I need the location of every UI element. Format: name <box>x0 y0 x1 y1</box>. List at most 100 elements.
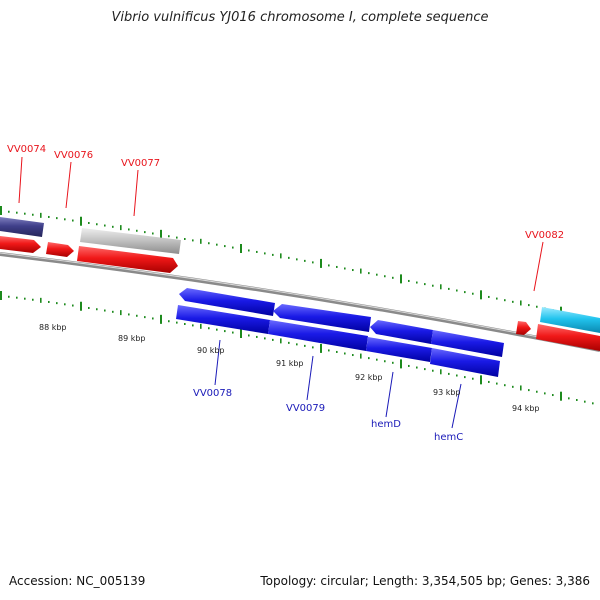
scale-tick-upper <box>520 300 522 306</box>
scale-tick-lower <box>144 316 146 319</box>
scale-tick-upper <box>104 224 106 227</box>
scale-tick-upper <box>448 287 450 290</box>
scale-tick-lower <box>376 358 378 361</box>
scale-tick-lower <box>200 323 202 329</box>
scale-tick-lower <box>72 304 74 307</box>
scale-tick-upper <box>360 268 362 274</box>
gene-feature-grey[interactable] <box>80 228 181 254</box>
scale-tick-upper <box>344 267 346 270</box>
scale-tick-lower <box>368 357 370 360</box>
scale-tick-upper <box>376 273 378 276</box>
gene-label-vv0077: VV0077 <box>121 158 160 169</box>
scale-tick-upper <box>504 299 506 302</box>
scale-tick-upper <box>456 289 458 292</box>
scale-tick-upper <box>296 258 298 261</box>
scale-tick-upper <box>128 228 130 231</box>
gene-label-hemc: hemC <box>434 432 463 443</box>
scale-tick-lower <box>56 302 58 305</box>
scale-tick-lower <box>280 338 282 344</box>
scale-tick-lower <box>152 317 154 320</box>
chromosome-backbone <box>0 252 600 352</box>
gene-feature-blue-1[interactable] <box>179 288 275 316</box>
scale-tick-upper <box>408 279 410 282</box>
scale-tick-upper <box>208 242 210 245</box>
scale-tick-lower <box>512 385 514 388</box>
scale-tick-lower <box>80 301 82 311</box>
gene-label-vv0082: VV0082 <box>525 230 564 241</box>
map-title: Vibrio vulnificus YJ016 chromosome I, co… <box>111 10 489 25</box>
scale-tick-upper <box>496 297 498 300</box>
scale-tick-upper <box>264 252 266 255</box>
scale-tick-upper <box>192 239 194 242</box>
scale-tick-upper <box>256 250 258 253</box>
scale-tick-lower <box>504 384 506 387</box>
scale-tick-lower <box>48 300 50 303</box>
scale-ticks <box>0 206 594 405</box>
scale-tick-lower <box>96 308 98 311</box>
scale-tick-lower <box>544 392 546 395</box>
gene-feature-blue-2[interactable] <box>273 304 371 332</box>
scale-tick-upper <box>224 245 226 248</box>
scale-label-94: 94 kbp <box>512 404 540 413</box>
gene-feature-vv0079[interactable] <box>268 320 368 351</box>
scale-tick-upper <box>512 300 514 303</box>
scale-tick-lower <box>304 344 306 347</box>
scale-tick-lower <box>112 310 114 313</box>
scale-tick-upper <box>472 292 474 295</box>
scale-tick-upper <box>8 210 10 213</box>
scale-tick-upper <box>88 221 90 224</box>
scale-tick-upper <box>320 258 322 268</box>
scale-tick-lower <box>24 297 26 300</box>
scale-tick-upper <box>424 283 426 286</box>
scale-tick-lower <box>216 328 218 331</box>
gene-feature-blue-3[interactable] <box>370 320 433 344</box>
scale-tick-lower <box>176 321 178 324</box>
scale-tick-lower <box>240 329 242 339</box>
gene-feature-navy[interactable] <box>0 217 44 237</box>
scale-tick-lower <box>424 368 426 371</box>
scale-tick-lower <box>328 349 330 352</box>
scale-tick-upper <box>528 304 530 307</box>
gene-feature-cyan[interactable] <box>540 307 600 333</box>
scale-tick-lower <box>464 376 466 379</box>
gene-label-vv0074: VV0074 <box>7 144 46 155</box>
scale-label-92: 92 kbp <box>355 373 383 382</box>
scale-tick-upper <box>120 225 122 231</box>
scale-tick-lower <box>384 360 386 363</box>
scale-tick-lower <box>8 295 10 298</box>
scale-tick-upper <box>328 264 330 267</box>
scale-tick-lower <box>336 350 338 353</box>
scale-tick-upper <box>280 253 282 259</box>
scale-label-91: 91 kbp <box>276 359 304 368</box>
scale-tick-lower <box>0 291 2 300</box>
scale-tick-upper <box>272 253 274 256</box>
gene-feature-hemc[interactable] <box>430 348 500 377</box>
gene-feature-blue-4[interactable] <box>431 330 504 357</box>
gene-feature-red-right[interactable] <box>536 324 600 351</box>
scale-tick-upper <box>240 244 242 254</box>
scale-tick-lower <box>272 338 274 341</box>
scale-tick-lower <box>312 346 314 349</box>
scale-tick-lower <box>520 385 522 391</box>
gene-feature-vv0078[interactable] <box>176 305 270 334</box>
scale-tick-upper <box>440 284 442 290</box>
scale-tick-upper <box>136 229 138 232</box>
scale-tick-upper <box>336 265 338 268</box>
gene-feature-vv0077[interactable] <box>77 246 178 273</box>
scale-tick-lower <box>584 400 586 403</box>
scale-tick-upper <box>32 213 34 216</box>
scale-tick-lower <box>136 314 138 317</box>
scale-tick-upper <box>96 223 98 226</box>
scale-tick-upper <box>312 261 314 264</box>
chromosome-backbone-highlight <box>0 252 600 350</box>
gene-feature-vv0082[interactable] <box>516 321 531 335</box>
scale-tick-lower <box>232 331 234 334</box>
scale-tick-lower <box>192 324 194 327</box>
scale-tick-upper <box>368 272 370 275</box>
scale-tick-lower <box>248 334 250 337</box>
gene-feature-hemd[interactable] <box>366 337 432 362</box>
scale-tick-upper <box>152 232 154 235</box>
gene-feature-vv0074[interactable] <box>0 236 41 253</box>
gene-feature-vv0076[interactable] <box>46 242 74 257</box>
